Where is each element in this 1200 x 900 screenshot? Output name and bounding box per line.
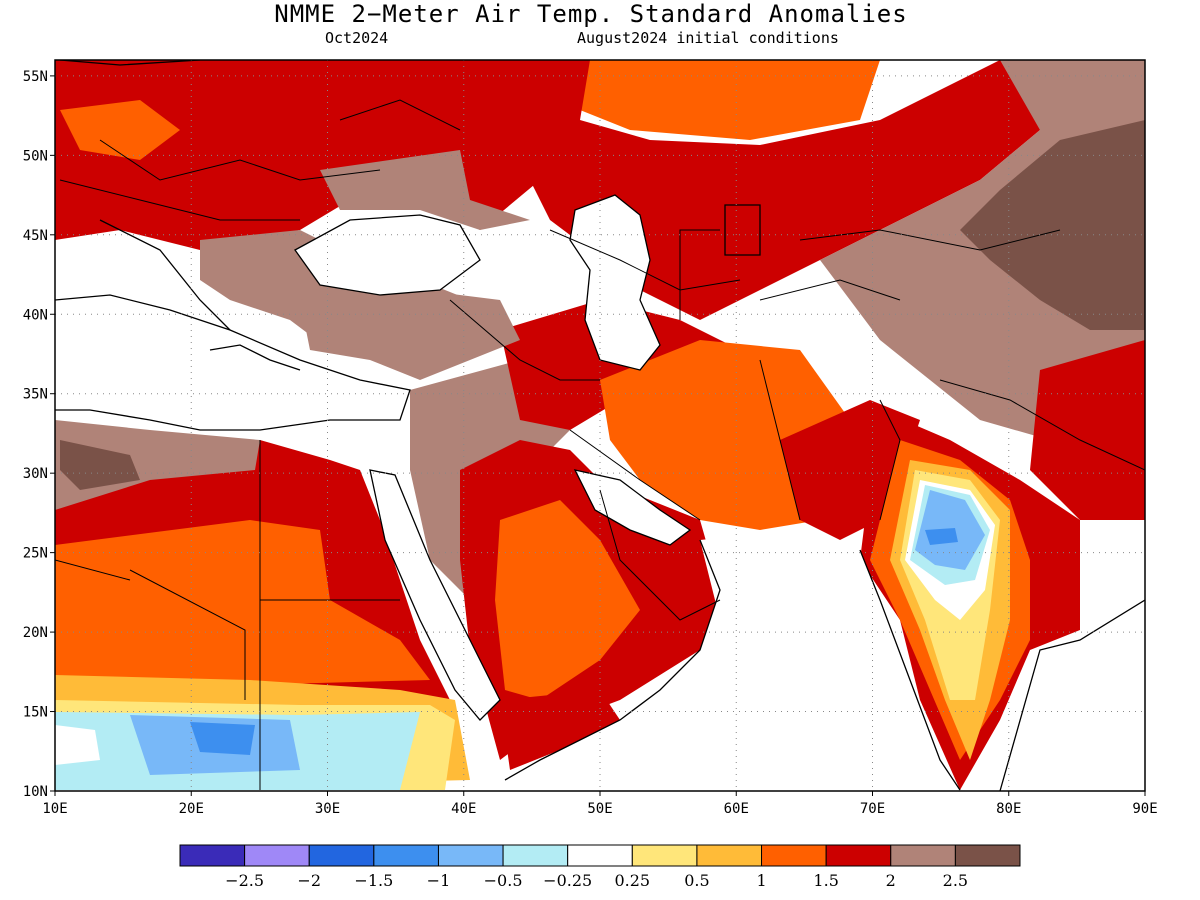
longitude-tick-label: 20E — [179, 801, 204, 817]
longitude-tick-label: 50E — [587, 801, 612, 817]
colorbar: −2.5 −2 −1.5 −1 −0.5 −0.25 0.25 0.5 1 1.5 2 2.5 — [179, 844, 1021, 890]
tibet-red — [1030, 340, 1145, 520]
latitude-tick-label: 20N — [23, 625, 48, 641]
russia-orange-band — [580, 60, 880, 140]
colorbar-swatch — [567, 844, 633, 867]
colorbar-label: −2.5 — [225, 871, 264, 890]
colorbar-label: −1 — [427, 871, 451, 890]
longitude-tick-label: 40E — [451, 801, 476, 817]
initial-conditions-label: August2024 initial conditions — [577, 29, 839, 47]
sahel-orange-region — [55, 520, 430, 690]
bay-of-bengal — [1000, 610, 1145, 791]
libya-darkbrown-patch — [60, 440, 140, 490]
colorbar-label: 2 — [886, 871, 896, 890]
colorbar-label: −2 — [297, 871, 321, 890]
colorbar-label: 0.25 — [614, 871, 650, 890]
colorbar-label: −0.5 — [484, 871, 523, 890]
longitude-tick-label: 60E — [724, 801, 749, 817]
persian-gulf — [575, 470, 690, 545]
colorbar-label: 1 — [756, 871, 766, 890]
colorbar-swatch — [502, 844, 569, 867]
sudan-deep-blue — [190, 722, 255, 755]
caspian-sea — [570, 195, 660, 370]
arabian-sea — [580, 530, 950, 791]
colorbar-swatch — [179, 844, 246, 867]
anomaly-fields — [55, 60, 1145, 791]
colorbar-label: 2.5 — [943, 871, 968, 890]
latitude-tick-label: 25N — [23, 546, 48, 562]
india-deep-blue — [925, 528, 958, 545]
colorbar-label: −0.25 — [543, 871, 592, 890]
latitude-tick-label: 35N — [23, 387, 48, 403]
colorbar-swatch — [244, 844, 310, 867]
latitude-tick-label: 55N — [23, 69, 48, 85]
colorbar-swatch — [631, 844, 698, 867]
colorbar-swatch — [954, 844, 1021, 867]
libya-brown-region — [55, 420, 260, 510]
russia-brown — [320, 150, 530, 230]
latitude-tick-label: 10N — [23, 784, 48, 800]
colorbar-swatch — [373, 844, 439, 867]
colorbar-label: −1.5 — [354, 871, 393, 890]
latitude-tick-label: 40N — [23, 307, 48, 323]
latitude-tick-label: 45N — [23, 228, 48, 244]
yemen-red — [500, 690, 620, 770]
map-title: NMME 2−Meter Air Temp. Standard Anomalie… — [274, 0, 908, 28]
latitude-tick-label: 50N — [23, 148, 48, 164]
longitude-tick-label: 10E — [42, 801, 67, 817]
country-borders — [55, 99, 1145, 790]
colorbar-swatch — [890, 844, 956, 867]
colorbar-swatch — [308, 844, 375, 867]
colorbar-swatch — [437, 844, 504, 867]
colorbar-label: 0.5 — [684, 871, 709, 890]
longitude-tick-label: 70E — [860, 801, 885, 817]
longitude-tick-label: 80E — [996, 801, 1021, 817]
iran-orange-region — [600, 340, 850, 530]
mediterranean — [55, 295, 410, 430]
colorbar-swatch — [696, 844, 763, 867]
coastlines — [55, 60, 1145, 791]
longitude-ticks: 10E 20E 30E 40E 50E 60E 70E 80E 90E — [42, 791, 1158, 817]
colorbar-label: 1.5 — [813, 871, 838, 890]
arabia-orange-core — [495, 500, 640, 700]
longitude-tick-label: 30E — [315, 801, 340, 817]
colorbar-swatch — [761, 844, 827, 867]
ethiopia-white-patch — [55, 725, 100, 765]
longitude-tick-label: 90E — [1132, 801, 1157, 817]
latitude-tick-label: 15N — [23, 705, 48, 721]
mongolia-darkbrown — [960, 120, 1145, 330]
valid-period-label: Oct2024 — [325, 29, 389, 47]
central-asia-red-region — [520, 60, 1060, 320]
latitude-tick-label: 30N — [23, 466, 48, 482]
red-sea — [370, 470, 500, 720]
latitude-ticks: 10N 15N 20N 25N 30N 35N 40N 45N 50N 55N — [23, 69, 55, 800]
europe-orange-patches — [60, 100, 180, 160]
colorbar-swatch — [825, 844, 892, 867]
